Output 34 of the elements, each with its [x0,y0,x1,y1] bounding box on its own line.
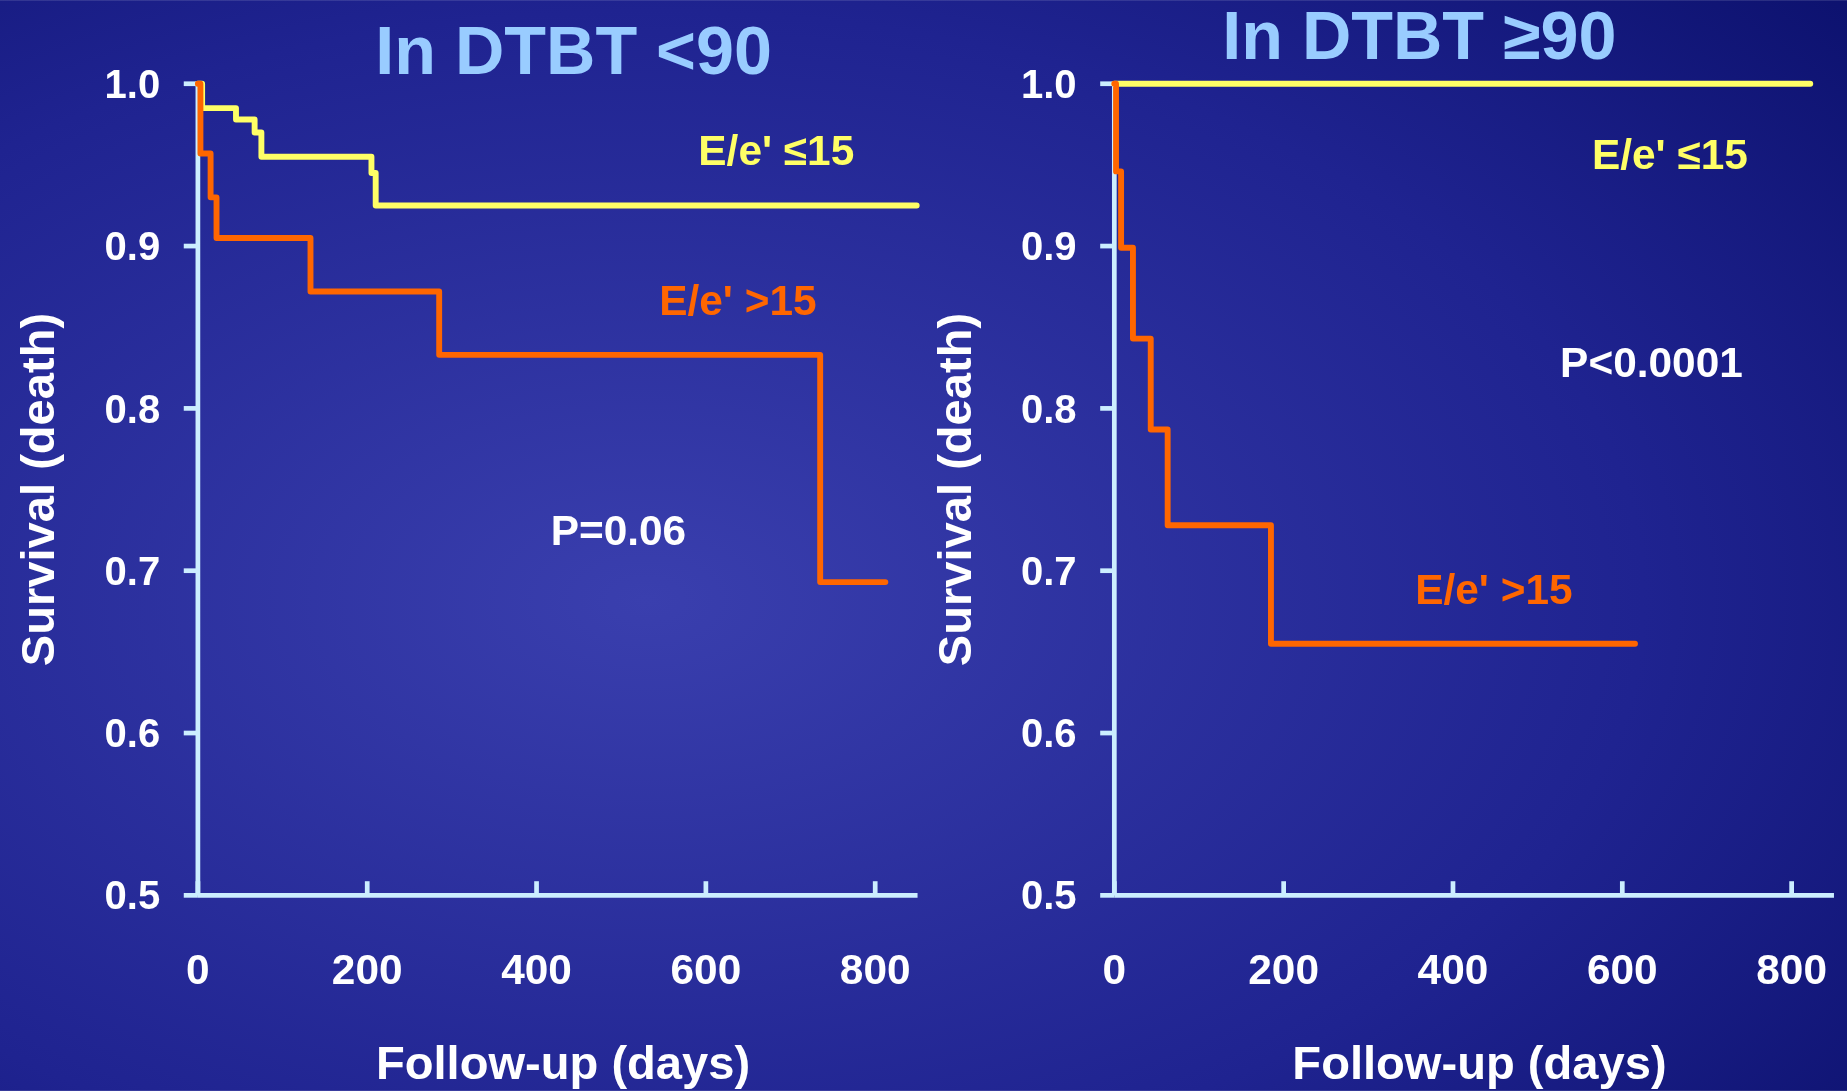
y-tick-label: 0.6 [1020,711,1077,756]
annotation: P=0.06 [550,507,687,555]
series-label: E/e' >15 [1415,565,1573,613]
y-tick-label: 0.8 [1020,386,1077,431]
series-label: E/e' ≤15 [1591,130,1748,178]
x-axis-title: Follow-up (days) [1292,1036,1667,1090]
chart-title: In DTBT ≥90 [1222,0,1617,74]
series-label: E/e' >15 [659,276,817,324]
chart-title: In DTBT <90 [375,12,772,89]
annotation: P<0.0001 [1560,339,1743,387]
x-tick-label: 600 [1586,945,1658,993]
y-tick-label: 0.9 [1020,224,1077,269]
y-axis-title: Survival (death) [11,312,65,667]
x-tick-label: 0 [186,945,210,993]
x-tick-label: 0 [1102,945,1127,993]
series-label: E/e' ≤15 [698,127,855,175]
x-tick-label: 800 [839,945,911,993]
y-tick-label: 1.0 [1020,61,1077,106]
x-tick-label: 800 [1756,945,1827,993]
y-tick-label: 0.9 [104,224,161,269]
x-tick-label: 200 [331,945,403,993]
y-tick-label: 0.8 [104,386,161,431]
x-tick-label: 600 [670,945,742,993]
y-tick-label: 0.7 [1020,548,1077,593]
x-axis-title: Follow-up (days) [375,1036,751,1090]
y-tick-label: 0.5 [104,873,161,918]
y-tick-label: 1.0 [104,61,161,106]
y-tick-label: 0.5 [1020,873,1077,918]
x-tick-label: 200 [1248,945,1320,993]
y-axis-title: Survival (death) [927,312,981,667]
y-tick-label: 0.6 [104,711,161,756]
x-tick-label: 400 [1417,945,1489,993]
x-tick-label: 400 [501,945,572,993]
y-tick-label: 0.7 [104,548,161,593]
